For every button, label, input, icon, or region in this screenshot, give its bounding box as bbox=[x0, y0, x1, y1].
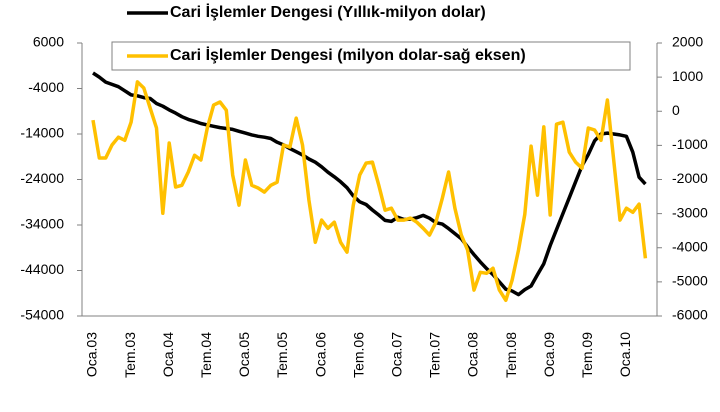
y-tick-label: -24000 bbox=[20, 170, 64, 186]
x-tick-label: Oca.06 bbox=[312, 332, 328, 377]
y2-tick-label: 0 bbox=[672, 102, 680, 118]
x-tick-label: Oca.04 bbox=[160, 332, 176, 377]
x-tick-label: Tem.09 bbox=[579, 332, 595, 378]
y-tick-label: 6000 bbox=[33, 34, 64, 50]
y2-tick-label: -4000 bbox=[672, 238, 708, 254]
legend-box bbox=[111, 41, 631, 71]
y-tick-label: -34000 bbox=[20, 216, 64, 232]
y2-tick-label: 1000 bbox=[672, 68, 703, 84]
y-tick-label: -14000 bbox=[20, 125, 64, 141]
y2-tick-label: -1000 bbox=[672, 136, 708, 152]
y-tick-label: -54000 bbox=[20, 307, 64, 323]
x-tick-label: Tem.03 bbox=[122, 332, 138, 378]
x-tick-label: Tem.07 bbox=[427, 332, 443, 378]
legend-label: Cari İşlemler Dengesi (Yıllık-milyon dol… bbox=[170, 3, 486, 21]
y-tick-label: -44000 bbox=[20, 261, 64, 277]
series-line bbox=[91, 80, 648, 303]
y2-tick-label: 2000 bbox=[672, 34, 703, 50]
x-tick-label: Oca.03 bbox=[84, 332, 100, 377]
x-tick-label: Tem.05 bbox=[274, 332, 290, 378]
y2-tick-label: -3000 bbox=[672, 204, 708, 220]
x-tick-label: Oca.10 bbox=[617, 332, 633, 377]
x-tick-label: Tem.06 bbox=[350, 332, 366, 378]
y2-tick-label: -6000 bbox=[672, 307, 708, 323]
legend-label: Cari İşlemler Dengesi (milyon dolar-sağ … bbox=[170, 46, 526, 64]
x-tick-label: Tem.08 bbox=[503, 332, 519, 378]
y-tick-label: -4000 bbox=[28, 79, 64, 95]
x-tick-label: Oca.09 bbox=[541, 332, 557, 377]
x-tick-label: Oca.07 bbox=[389, 332, 405, 377]
x-tick-label: Tem.04 bbox=[198, 332, 214, 378]
x-tick-label: Oca.05 bbox=[236, 332, 252, 377]
y2-tick-label: -5000 bbox=[672, 273, 708, 289]
y2-tick-label: -2000 bbox=[672, 170, 708, 186]
x-tick-label: Oca.08 bbox=[465, 332, 481, 377]
series-line bbox=[92, 71, 647, 297]
legend: Cari İşlemler Dengesi (Yıllık-milyon dol… bbox=[111, 3, 631, 71]
